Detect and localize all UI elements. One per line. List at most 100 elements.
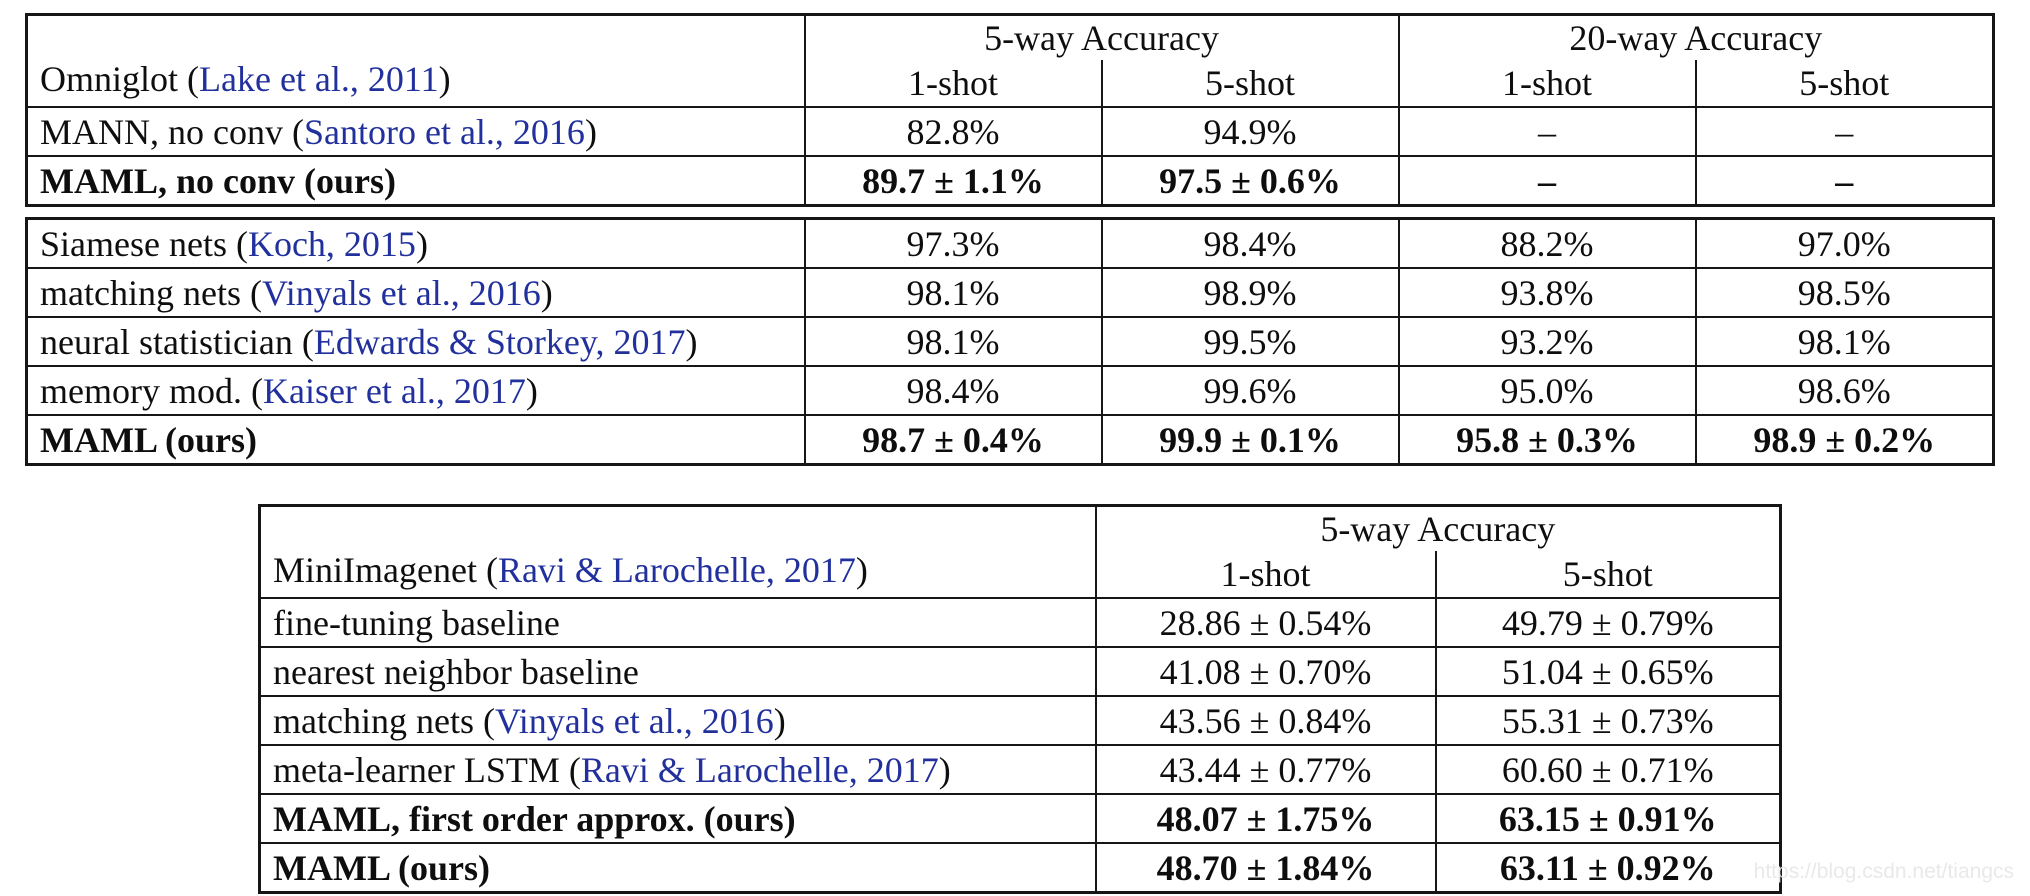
accuracy-cell: 82.8%: [803, 106, 1103, 157]
accuracy-cell: 93.8%: [1397, 267, 1697, 318]
citation-link[interactable]: Ravi & Larochelle, 2017: [497, 550, 856, 590]
accuracy-cell: 48.70 ± 1.84%: [1094, 842, 1437, 894]
method-label-suffix: ): [584, 111, 597, 152]
dataset-label-cell: MiniImagenet (Ravi & Larochelle, 2017): [258, 504, 1097, 598]
accuracy-cell: –: [1397, 106, 1697, 157]
accuracy-cell: 99.6%: [1100, 365, 1400, 416]
accuracy-cell: 98.1%: [803, 316, 1103, 367]
dataset-label-cell: Omniglot (Lake et al., 2011): [25, 13, 806, 107]
accuracy-cell: 98.1%: [803, 267, 1103, 318]
citation-link[interactable]: Vinyals et al., 2016: [261, 272, 541, 313]
omniglot-table-header-block: Omniglot (Lake et al., 2011) 5-way Accur…: [25, 13, 1996, 207]
accuracy-cell: 99.5%: [1100, 316, 1400, 367]
citation-link[interactable]: Lake et al., 2011: [199, 59, 439, 99]
method-label: nearest neighbor baseline: [273, 651, 639, 692]
method-label-cell: MAML, no conv (ours): [25, 155, 806, 207]
method-label-cell: meta-learner LSTM (Ravi & Larochelle, 20…: [258, 744, 1097, 795]
accuracy-cell: 98.9%: [1100, 267, 1400, 318]
table-row: MANN, no conv (Santoro et al., 2016) 82.…: [25, 106, 1995, 157]
table-row: neural statistician (Edwards & Storkey, …: [25, 316, 1995, 367]
accuracy-cell: 98.7 ± 0.4%: [803, 414, 1103, 466]
method-label: MAML, first order approx. (ours): [273, 798, 796, 839]
citation-link[interactable]: Kaiser et al., 2017: [262, 370, 526, 411]
method-label-suffix: ): [685, 321, 698, 362]
omniglot-results-section: Omniglot (Lake et al., 2011) 5-way Accur…: [25, 13, 1996, 466]
method-label-cell: fine-tuning baseline: [258, 597, 1097, 648]
accuracy-cell: 98.6%: [1694, 365, 1995, 416]
column-header: 5-shot: [1100, 60, 1400, 108]
method-label: MANN, no conv (: [40, 111, 304, 152]
table-row: memory mod. (Kaiser et al., 2017) 98.4% …: [25, 365, 1995, 416]
miniimagenet-table: MiniImagenet (Ravi & Larochelle, 2017) 5…: [258, 504, 1783, 894]
table-row: Siamese nets (Koch, 2015) 97.3% 98.4% 88…: [25, 217, 1995, 269]
accuracy-cell: 98.9 ± 0.2%: [1694, 414, 1995, 466]
method-label: neural statistician (: [40, 321, 314, 362]
accuracy-cell: 88.2%: [1397, 217, 1697, 269]
accuracy-cell: 63.15 ± 0.91%: [1434, 793, 1782, 844]
accuracy-cell: 89.7 ± 1.1%: [803, 155, 1103, 207]
accuracy-cell: 49.79 ± 0.79%: [1434, 597, 1782, 648]
citation-link[interactable]: Vinyals et al., 2016: [494, 700, 774, 741]
dataset-name: MiniImagenet (: [273, 550, 498, 590]
column-group-header: 5-way Accuracy: [803, 13, 1400, 60]
table-row: MAML, no conv (ours) 89.7 ± 1.1% 97.5 ± …: [25, 155, 1995, 207]
dataset-name: Omniglot (: [40, 59, 199, 99]
column-group-header: 20-way Accuracy: [1397, 13, 1995, 60]
column-header: 5-shot: [1434, 551, 1782, 599]
column-header: 5-shot: [1694, 60, 1995, 108]
accuracy-cell: 97.3%: [803, 217, 1103, 269]
method-label-suffix: ): [540, 272, 553, 313]
citation-link[interactable]: Ravi & Larochelle, 2017: [580, 749, 939, 790]
accuracy-cell: –: [1694, 155, 1995, 207]
method-label: matching nets (: [40, 272, 262, 313]
method-label-cell: Siamese nets (Koch, 2015): [25, 217, 806, 269]
method-label-cell: MAML, first order approx. (ours): [258, 793, 1097, 844]
accuracy-cell: –: [1694, 106, 1995, 157]
table-row: nearest neighbor baseline 41.08 ± 0.70% …: [258, 646, 1782, 697]
accuracy-cell: 55.31 ± 0.73%: [1434, 695, 1782, 746]
accuracy-cell: 28.86 ± 0.54%: [1094, 597, 1437, 648]
method-label-cell: matching nets (Vinyals et al., 2016): [25, 267, 806, 318]
method-label-cell: memory mod. (Kaiser et al., 2017): [25, 365, 806, 416]
column-header: 1-shot: [1094, 551, 1437, 599]
citation-link[interactable]: Koch, 2015: [247, 223, 416, 264]
method-label-cell: nearest neighbor baseline: [258, 646, 1097, 697]
accuracy-cell: 98.4%: [803, 365, 1103, 416]
accuracy-cell: 97.0%: [1694, 217, 1995, 269]
accuracy-cell: 41.08 ± 0.70%: [1094, 646, 1437, 697]
accuracy-cell: 94.9%: [1100, 106, 1400, 157]
accuracy-cell: 60.60 ± 0.71%: [1434, 744, 1782, 795]
accuracy-cell: –: [1397, 155, 1697, 207]
accuracy-cell: 43.56 ± 0.84%: [1094, 695, 1437, 746]
accuracy-cell: 51.04 ± 0.65%: [1434, 646, 1782, 697]
dataset-name-suffix: ): [438, 59, 451, 99]
table-row: MAML, first order approx. (ours) 48.07 ±…: [258, 793, 1782, 844]
method-label: MAML (ours): [40, 419, 257, 460]
table-row: MiniImagenet (Ravi & Larochelle, 2017) 5…: [258, 504, 1782, 598]
method-label: meta-learner LSTM (: [273, 749, 581, 790]
accuracy-cell: 43.44 ± 0.77%: [1094, 744, 1437, 795]
method-label-cell: matching nets (Vinyals et al., 2016): [258, 695, 1097, 746]
method-label: memory mod. (: [40, 370, 263, 411]
accuracy-cell: 63.11 ± 0.92%: [1434, 842, 1782, 894]
method-label: MAML (ours): [273, 847, 490, 888]
accuracy-cell: 93.2%: [1397, 316, 1697, 367]
method-label: MAML, no conv (ours): [40, 160, 396, 201]
column-header: 1-shot: [803, 60, 1103, 108]
method-label: Siamese nets (: [40, 223, 248, 264]
table-row: matching nets (Vinyals et al., 2016) 43.…: [258, 695, 1782, 746]
accuracy-cell: 97.5 ± 0.6%: [1100, 155, 1400, 207]
table-row: MAML (ours) 48.70 ± 1.84% 63.11 ± 0.92%: [258, 842, 1782, 894]
accuracy-cell: 98.1%: [1694, 316, 1995, 367]
table-row: Omniglot (Lake et al., 2011) 5-way Accur…: [25, 13, 1995, 107]
column-header: 1-shot: [1397, 60, 1697, 108]
method-label-suffix: ): [525, 370, 538, 411]
table-row: fine-tuning baseline 28.86 ± 0.54% 49.79…: [258, 597, 1782, 648]
column-group-header: 5-way Accuracy: [1094, 504, 1782, 551]
omniglot-table-body-block: Siamese nets (Koch, 2015) 97.3% 98.4% 88…: [25, 217, 1995, 466]
method-label-suffix: ): [938, 749, 951, 790]
citation-link[interactable]: Santoro et al., 2016: [303, 111, 585, 152]
table-row: meta-learner LSTM (Ravi & Larochelle, 20…: [258, 744, 1782, 795]
citation-link[interactable]: Edwards & Storkey, 2017: [313, 321, 686, 362]
accuracy-cell: 95.8 ± 0.3%: [1397, 414, 1697, 466]
